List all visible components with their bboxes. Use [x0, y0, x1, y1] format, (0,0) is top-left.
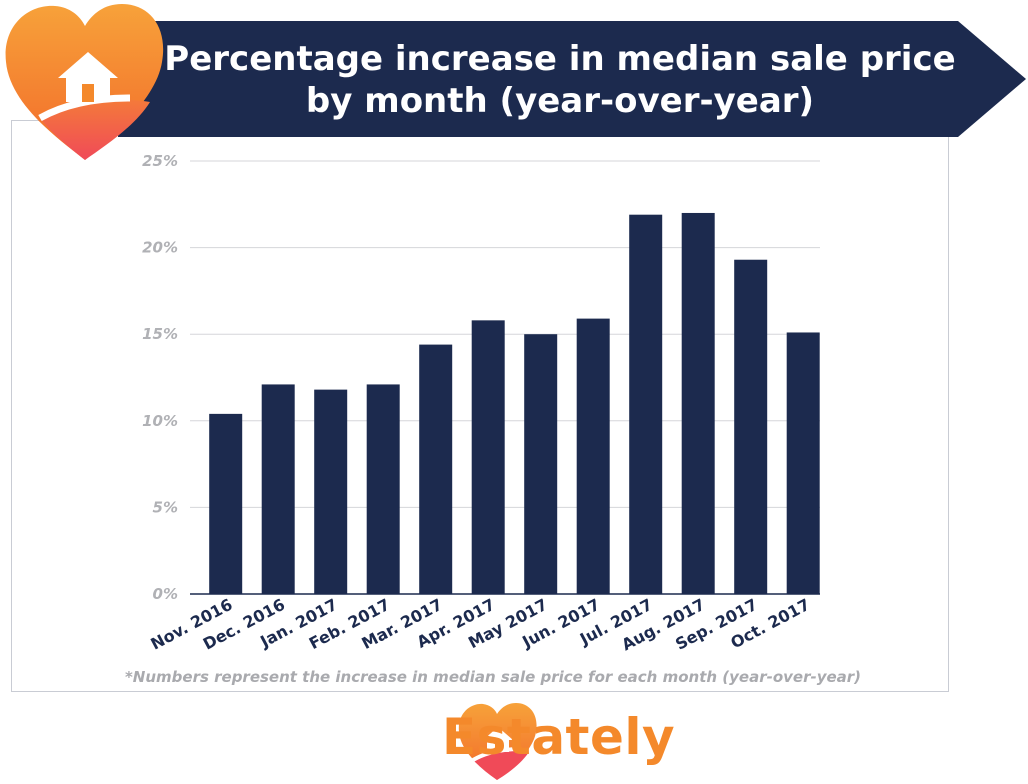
y-tick-label: 0% — [153, 585, 178, 603]
y-tick-label: 20% — [142, 239, 178, 257]
y-tick-label: 15% — [142, 325, 178, 343]
bar — [366, 384, 400, 594]
bar — [471, 320, 505, 594]
bar — [681, 212, 715, 594]
bar — [524, 334, 558, 594]
brand-logo-icon — [458, 703, 537, 780]
y-tick-label: 10% — [142, 412, 178, 430]
bar — [209, 413, 243, 594]
bar — [629, 214, 663, 594]
y-tick-label: 25% — [142, 152, 178, 170]
bar — [419, 344, 453, 594]
footnote: *Numbers represent the increase in media… — [124, 668, 862, 686]
chart-title: Percentage increase in median sale price… — [164, 39, 956, 121]
bar — [786, 332, 820, 594]
bar — [261, 384, 295, 594]
bar — [576, 318, 610, 594]
brand-name: Estately — [442, 708, 676, 766]
heart-house-icon — [5, 4, 164, 160]
y-tick-label: 5% — [153, 498, 178, 516]
bar — [314, 389, 348, 594]
title-banner — [118, 21, 1026, 137]
bar — [734, 259, 768, 594]
